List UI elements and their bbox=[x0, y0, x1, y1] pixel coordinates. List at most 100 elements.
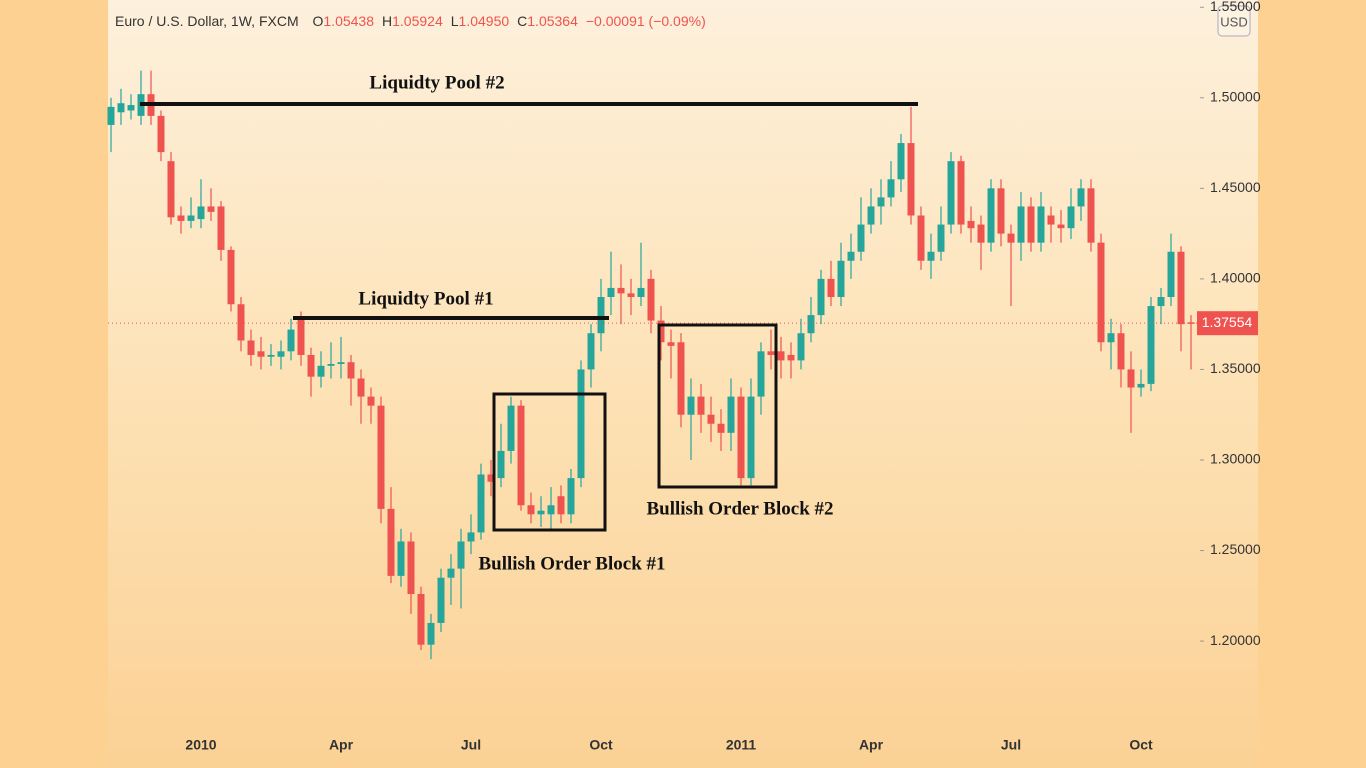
candle-body bbox=[617, 287, 625, 294]
candle-body bbox=[167, 161, 175, 218]
candle-body bbox=[887, 179, 895, 198]
candle-body bbox=[437, 577, 445, 623]
y-tick-label: 1.35000 bbox=[1210, 360, 1261, 376]
candle-body bbox=[317, 365, 325, 377]
candle-body bbox=[847, 251, 855, 261]
candle-body bbox=[697, 396, 705, 415]
last-price-box bbox=[1197, 311, 1258, 336]
candle-body bbox=[387, 508, 395, 576]
candle-body bbox=[127, 105, 135, 111]
candle-body bbox=[977, 224, 985, 243]
candle-body bbox=[907, 143, 915, 216]
candle-body bbox=[197, 206, 205, 220]
candle-body bbox=[927, 251, 935, 261]
ohlc-key: O bbox=[313, 13, 324, 29]
candle-body bbox=[757, 351, 765, 397]
currency-badge[interactable] bbox=[1217, 5, 1251, 37]
x-tick-label: Apr bbox=[859, 737, 884, 753]
y-tick-label: 1.25000 bbox=[1210, 541, 1261, 557]
candle-body bbox=[897, 143, 905, 180]
candle-body bbox=[1117, 333, 1125, 370]
candle-body bbox=[117, 103, 125, 113]
candle-body bbox=[307, 354, 315, 377]
candle-body bbox=[1097, 242, 1105, 343]
x-tick-label: Jul bbox=[461, 737, 481, 753]
candle-body bbox=[957, 161, 965, 225]
candle-body bbox=[857, 224, 865, 252]
ohlc-value: 1.05924 bbox=[392, 13, 443, 29]
candle-body bbox=[497, 450, 505, 479]
candle-body bbox=[877, 197, 885, 207]
candle-body bbox=[787, 354, 795, 361]
candle-body bbox=[607, 287, 615, 297]
candle-body bbox=[937, 224, 945, 252]
candle-body bbox=[567, 478, 575, 515]
candle-body bbox=[737, 396, 745, 479]
candle-body bbox=[427, 622, 435, 645]
candle-body bbox=[237, 304, 245, 341]
candle-body bbox=[987, 188, 995, 243]
candle-body bbox=[717, 423, 725, 433]
ohlc-key: L bbox=[451, 13, 459, 29]
y-tick-label: 1.30000 bbox=[1210, 451, 1261, 467]
candle-body bbox=[997, 188, 1005, 234]
candle-body bbox=[1187, 322, 1195, 324]
candle-body bbox=[187, 215, 195, 221]
candle-body bbox=[1107, 333, 1115, 343]
candle-body bbox=[1047, 215, 1055, 225]
candle-body bbox=[1057, 224, 1065, 229]
candle-body bbox=[257, 351, 265, 357]
candle-body bbox=[357, 378, 365, 397]
candle-body bbox=[177, 215, 185, 221]
candle-body bbox=[277, 351, 285, 357]
candle-body bbox=[1157, 296, 1165, 307]
candle-body bbox=[967, 220, 975, 229]
candle-body bbox=[657, 320, 665, 343]
candle-body bbox=[677, 342, 685, 415]
ohlc-key: H bbox=[382, 13, 392, 29]
candle-body bbox=[867, 206, 875, 225]
ohlc-value: 1.05438 bbox=[323, 13, 374, 29]
candle-body bbox=[627, 293, 635, 297]
candle-body bbox=[537, 510, 545, 515]
candle-body bbox=[107, 106, 115, 125]
candle-body bbox=[347, 362, 355, 379]
candle-body bbox=[507, 405, 515, 451]
candle-body bbox=[1007, 233, 1015, 243]
y-tick-label: 1.40000 bbox=[1210, 270, 1261, 286]
candle-body bbox=[267, 354, 275, 357]
candle-body bbox=[227, 249, 235, 305]
plot bbox=[107, 70, 1195, 660]
y-tick-label: 1.55000 bbox=[1210, 0, 1261, 14]
candle-body bbox=[1027, 206, 1035, 243]
candle-body bbox=[1137, 383, 1145, 388]
candle-body bbox=[807, 315, 815, 334]
candle-body bbox=[367, 396, 375, 406]
annotation: Bullish Order Block #2 bbox=[646, 498, 833, 519]
candle-body bbox=[487, 474, 495, 482]
candle-body bbox=[207, 206, 215, 212]
candle-body bbox=[527, 505, 535, 515]
candle-body bbox=[217, 206, 225, 250]
candle-body bbox=[767, 351, 775, 355]
candle-body bbox=[667, 342, 675, 346]
candle-body bbox=[557, 496, 565, 515]
ohlc-value: 1.04950 bbox=[459, 13, 510, 29]
ohlc-key: C bbox=[517, 13, 527, 29]
candle-body bbox=[587, 333, 595, 370]
candle-body bbox=[247, 340, 255, 355]
candle-body bbox=[797, 333, 805, 361]
candle-body bbox=[637, 287, 645, 297]
x-tick-label: 2011 bbox=[726, 737, 757, 753]
candle-body bbox=[517, 405, 525, 506]
candle-body bbox=[447, 568, 455, 578]
annotation: Liquidty Pool #2 bbox=[369, 72, 504, 93]
y-tick-label: 1.20000 bbox=[1210, 632, 1261, 648]
candle-body bbox=[327, 364, 335, 366]
symbol-title: Euro / U.S. Dollar, 1W, FXCM bbox=[115, 13, 299, 29]
candle-body bbox=[687, 396, 695, 415]
candle-body bbox=[1167, 251, 1175, 297]
y-tick-label: 1.45000 bbox=[1210, 179, 1261, 195]
